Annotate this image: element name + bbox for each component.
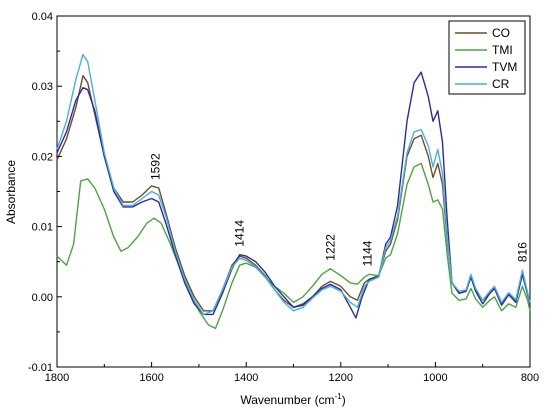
x-tick-label: 1400 [234, 372, 258, 384]
peak-label: 1592 [148, 153, 162, 180]
series-line-co [56, 75, 531, 312]
series-line-tvm [56, 71, 531, 319]
legend-label-cr: CR [492, 77, 510, 91]
peak-label: 816 [515, 242, 529, 262]
y-tick-label: 0.00 [32, 292, 53, 304]
x-tick-label: 1000 [423, 372, 447, 384]
y-tick-label: 0.04 [32, 11, 53, 23]
legend-label-co: CO [492, 26, 510, 40]
legend-items: CO TMI TVM CR [455, 26, 517, 91]
peak-annotations: 1592 1414 1222 1144 816 [148, 153, 529, 266]
legend-label-tvm: TVM [492, 60, 517, 74]
y-tick-label: 0.03 [32, 81, 53, 93]
x-axis-ticks: 1800 1600 1400 1200 1000 800 [45, 362, 539, 384]
y-tick-label: 0.02 [32, 151, 53, 163]
x-tick-label: 1800 [45, 372, 69, 384]
series-line-tmi [56, 162, 531, 330]
y-axis-title: Absorbance [4, 160, 18, 224]
y-axis-ticks: -0.01 0.00 0.01 0.02 0.03 0.04 [28, 11, 62, 374]
x-tick-label: 1600 [139, 372, 163, 384]
x-tick-label: 1200 [329, 372, 353, 384]
peak-label: 1222 [323, 234, 337, 261]
legend: CO TMI TVM CR [448, 20, 526, 95]
legend-box [448, 20, 526, 95]
peak-label: 1414 [233, 220, 247, 247]
x-tick-label: 800 [521, 372, 539, 384]
peak-label: 1144 [360, 240, 374, 266]
y-tick-label: -0.01 [28, 362, 53, 374]
series-line-cr [56, 53, 531, 316]
x-axis-title: Wavenumber (cm-1) [240, 392, 345, 407]
series-layer [56, 53, 531, 330]
legend-label-tmi: TMI [492, 43, 513, 57]
y-tick-label: 0.01 [32, 222, 53, 234]
